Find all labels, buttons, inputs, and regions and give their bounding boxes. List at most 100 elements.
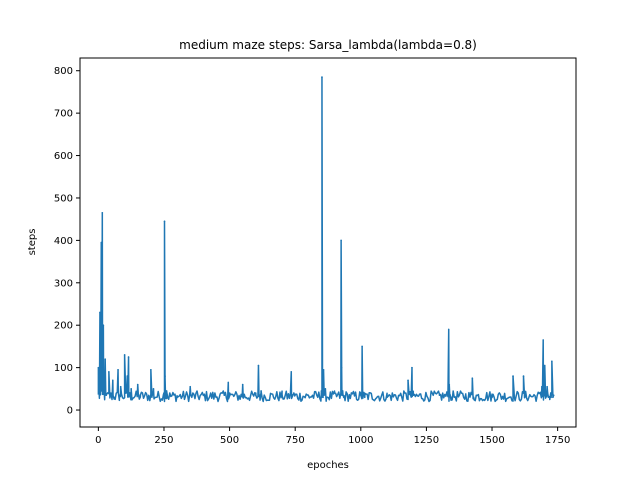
data-point [362, 394, 364, 396]
data-point [118, 394, 121, 396]
data-point [165, 390, 168, 392]
data-point [438, 394, 441, 396]
data-point [542, 339, 544, 341]
data-point [105, 394, 108, 396]
data-point [322, 368, 325, 371]
y-tick-label: 400 [54, 236, 73, 247]
data-point [139, 394, 142, 396]
data-point [255, 394, 257, 396]
data-point [127, 356, 130, 358]
data-point [448, 394, 451, 396]
y-tick-label: 200 [54, 321, 73, 332]
data-point [151, 394, 153, 396]
data-point [333, 392, 336, 394]
x-tick-label: 1250 [414, 435, 439, 446]
data-point [241, 383, 244, 386]
data-point [112, 379, 114, 382]
data-point [363, 396, 366, 399]
data-point [163, 220, 166, 223]
data-point [150, 368, 152, 371]
data-point [325, 396, 328, 399]
data-point [320, 390, 323, 392]
data-point [227, 381, 230, 384]
data-point [281, 394, 283, 396]
data-point [103, 390, 105, 392]
y-axis-label: steps [27, 229, 38, 256]
data-point [291, 394, 294, 396]
y-tick-label: 700 [54, 109, 73, 120]
y-tick-label: 100 [54, 363, 73, 374]
data-point [472, 396, 475, 399]
data-point [341, 390, 344, 392]
x-axis-label: epoches [307, 460, 349, 471]
plot-frame [79, 57, 577, 428]
data-point [130, 388, 132, 390]
data-point [361, 392, 364, 394]
data-point [552, 394, 555, 396]
data-point [260, 390, 262, 392]
data-point [450, 396, 453, 399]
y-tick-label: 0 [67, 406, 73, 417]
data-point [102, 324, 105, 327]
y-axis-ticks: 0 100 200 300 400 500 600 700 800 [54, 66, 80, 417]
x-tick-label: 750 [286, 435, 305, 446]
data-point [136, 383, 139, 386]
data-point [258, 394, 261, 396]
data-point [117, 368, 119, 371]
plot-series [97, 76, 555, 403]
data-point [342, 396, 345, 399]
data-point [100, 241, 103, 244]
chart-title: medium maze steps: Sarsa_lambda(lambda=0… [179, 38, 477, 52]
data-point [340, 239, 342, 242]
data-point [321, 76, 323, 78]
data-point [163, 392, 165, 394]
data-point [448, 383, 451, 386]
data-point [119, 385, 122, 388]
x-tick-label: 500 [220, 435, 239, 446]
data-point [129, 392, 131, 394]
data-point [98, 392, 100, 394]
x-tick-label: 250 [154, 435, 173, 446]
data-point [547, 396, 550, 399]
data-point [97, 366, 100, 369]
x-tick-label: 1500 [479, 435, 504, 446]
y-tick-label: 300 [54, 278, 73, 289]
data-point [543, 383, 545, 386]
data-point [323, 394, 325, 396]
data-point [189, 385, 192, 388]
data-point [412, 394, 415, 396]
data-point [290, 371, 293, 373]
data-point [512, 375, 514, 377]
data-point [361, 345, 363, 348]
data-point [409, 394, 412, 396]
data-point [123, 354, 126, 356]
data-point [491, 396, 493, 399]
data-point [164, 375, 166, 377]
data-point [464, 394, 467, 396]
data-point [360, 394, 362, 396]
data-point [541, 385, 543, 388]
data-point [340, 366, 343, 369]
data-point [102, 388, 104, 390]
data-point [524, 396, 526, 399]
y-tick-label: 500 [54, 193, 73, 204]
data-point [101, 212, 104, 214]
data-point [548, 398, 551, 401]
data-point [307, 394, 310, 396]
x-tick-label: 0 [95, 435, 101, 446]
data-point [411, 366, 413, 369]
y-tick-label: 800 [54, 66, 73, 77]
data-point [125, 392, 127, 394]
data-point [223, 394, 226, 396]
data-point [546, 385, 548, 388]
x-tick-label: 1000 [348, 435, 373, 446]
data-point [543, 364, 546, 367]
data-point [293, 392, 295, 394]
x-tick-label: 1750 [545, 435, 570, 446]
data-point [322, 396, 324, 399]
data-point [552, 396, 554, 399]
data-point [100, 366, 103, 369]
data-point [551, 360, 553, 363]
